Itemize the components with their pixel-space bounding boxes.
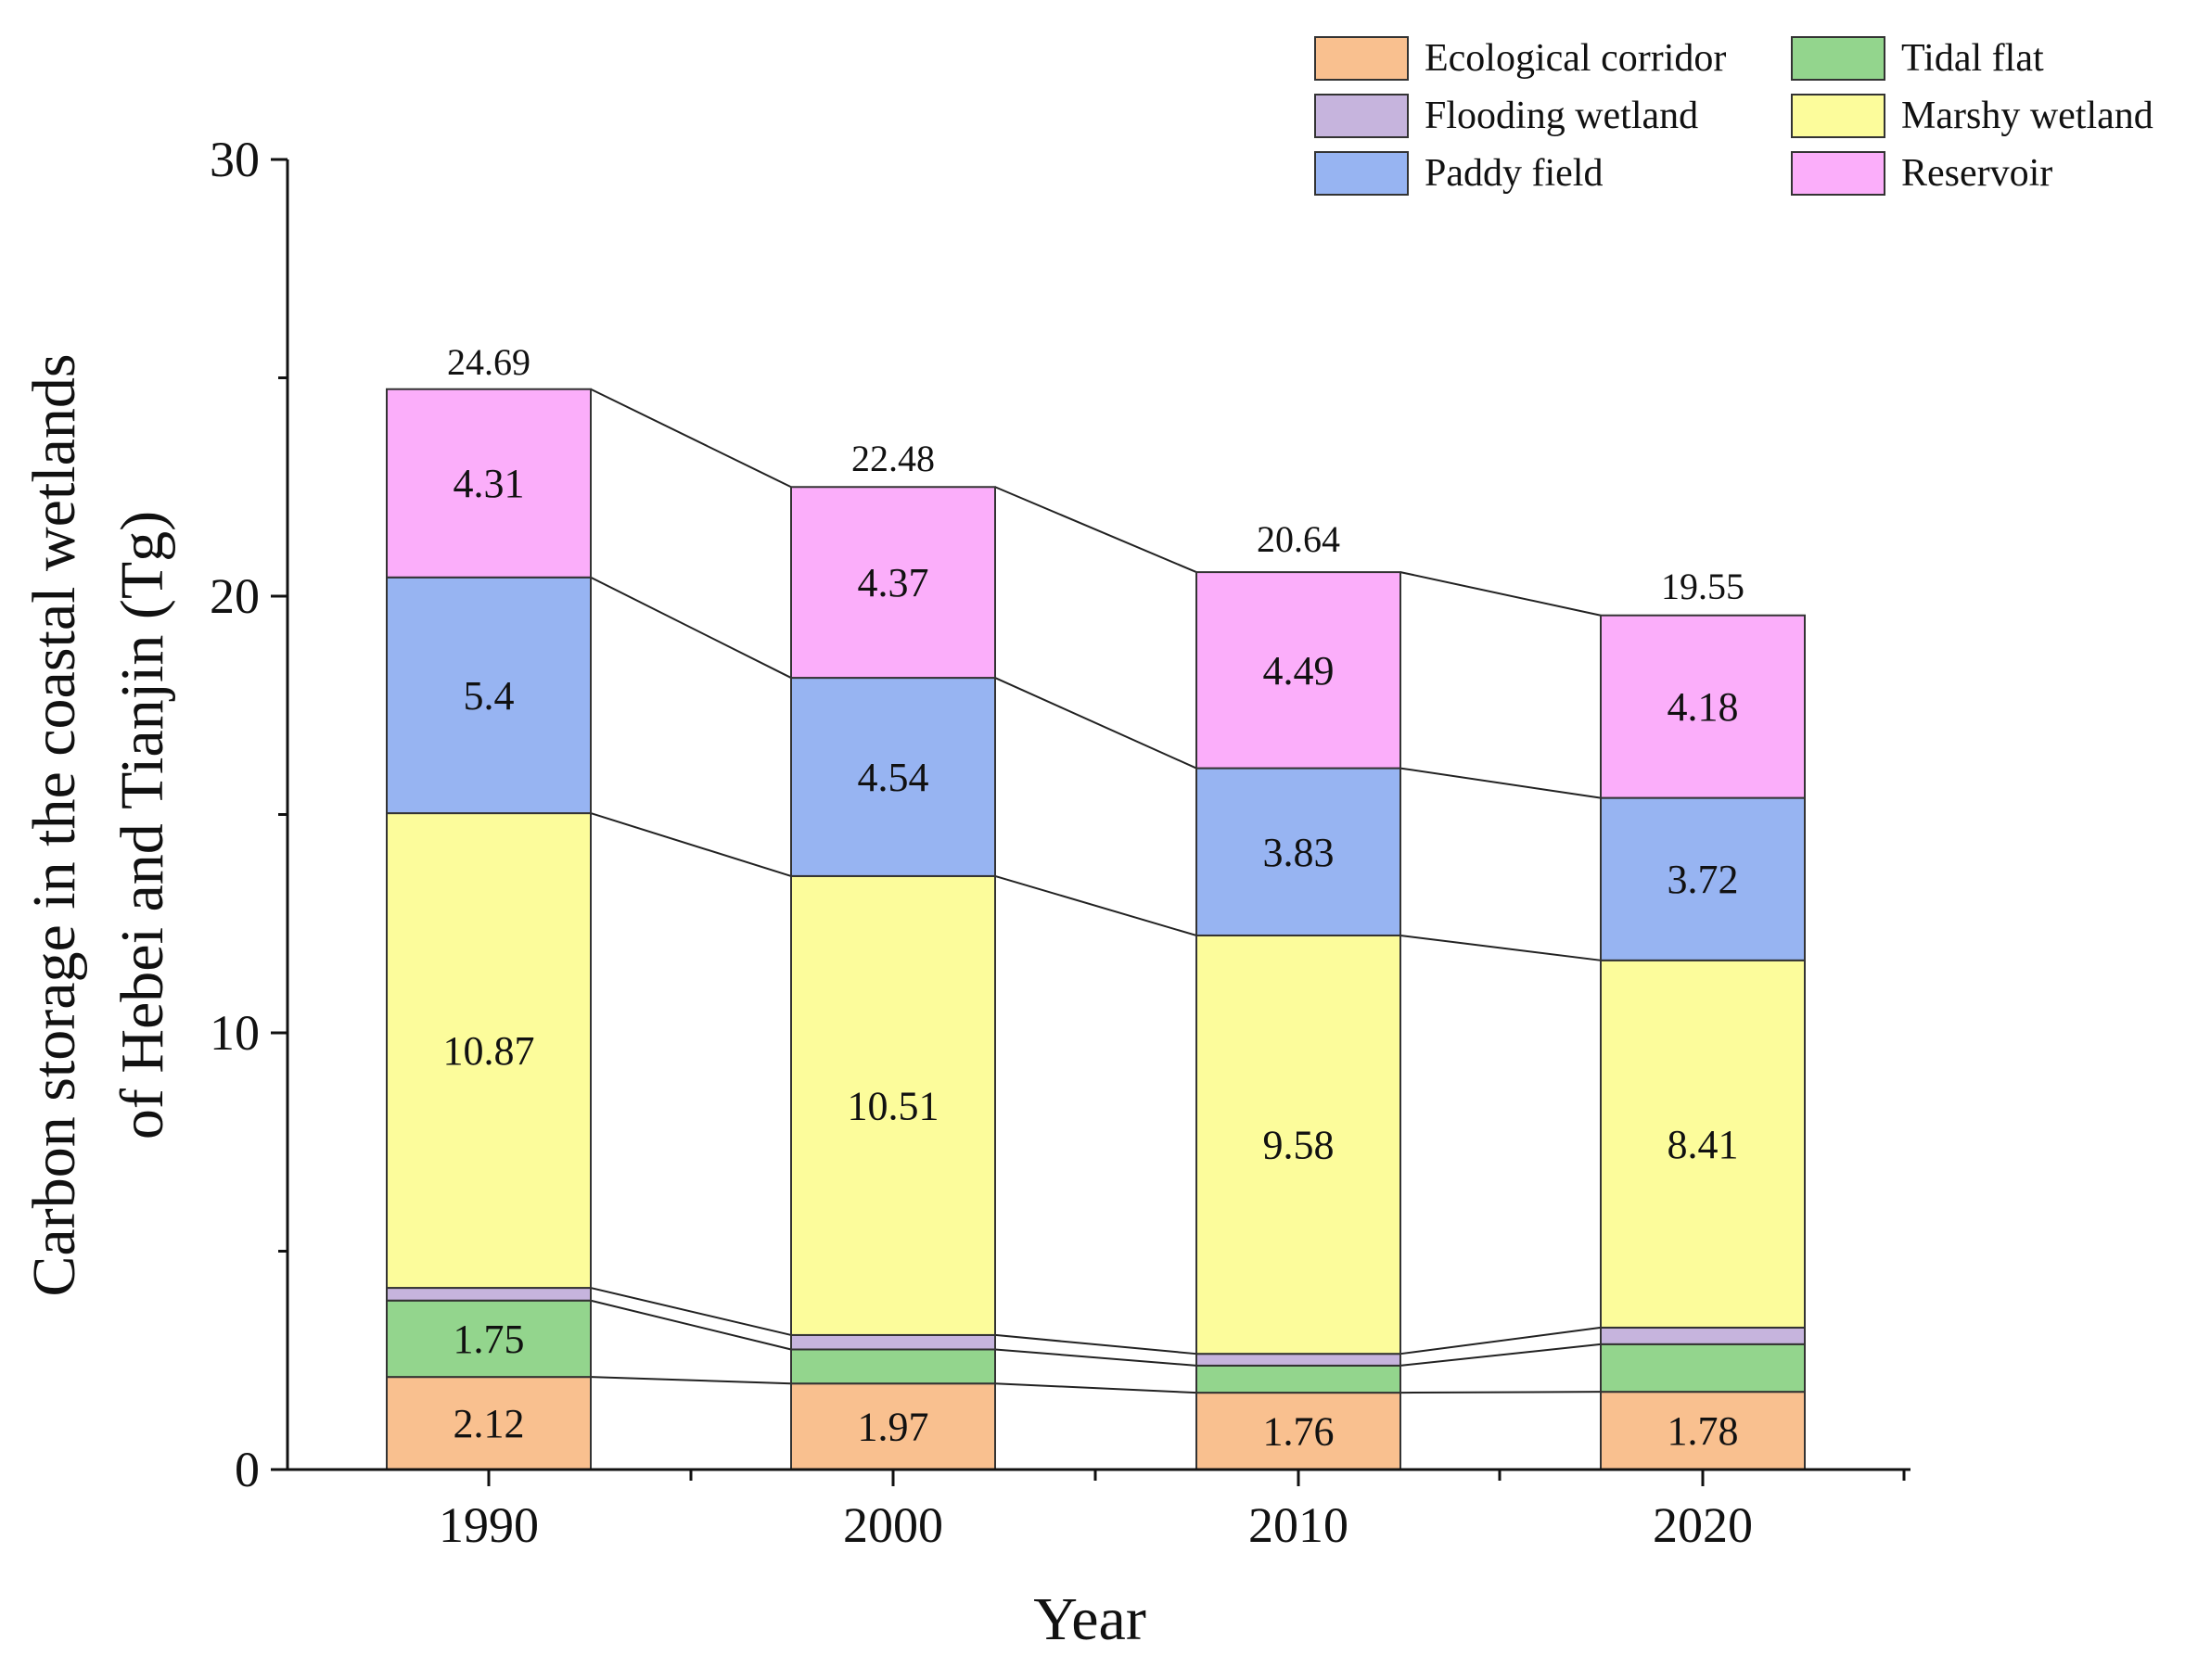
segment-label-marshy-wetland-2000: 10.51 bbox=[848, 1083, 939, 1128]
segment-label-reservoir-2020: 4.18 bbox=[1668, 684, 1739, 730]
connector-line bbox=[590, 1299, 792, 1351]
bar-segment-marshy-wetland-2020 bbox=[1600, 959, 1806, 1329]
bar-segment-tidal-flat-2010 bbox=[1195, 1364, 1401, 1394]
bar-segment-paddy-field-2000 bbox=[790, 677, 996, 877]
segment-label-reservoir-2010: 4.49 bbox=[1263, 648, 1335, 694]
y-tick-label: 0 bbox=[235, 1442, 260, 1497]
segment-label-ecological-corridor-1990: 2.12 bbox=[454, 1401, 525, 1446]
connector-line bbox=[1399, 767, 1602, 799]
legend-swatch-paddy-field bbox=[1314, 151, 1409, 196]
x-tick-label: 2020 bbox=[1653, 1497, 1753, 1553]
bar-segment-tidal-flat-2020 bbox=[1600, 1343, 1806, 1394]
segment-label-tidal-flat-1990: 1.75 bbox=[454, 1317, 525, 1362]
total-label-2010: 20.64 bbox=[1257, 518, 1340, 560]
bar-segment-reservoir-2020 bbox=[1600, 614, 1806, 799]
bar-segment-reservoir-2000 bbox=[790, 486, 996, 680]
legend-label-tidal-flat: Tidal flat bbox=[1901, 37, 2044, 80]
legend-swatch-flooding-wetland bbox=[1314, 94, 1409, 138]
connector-line bbox=[994, 486, 1197, 574]
bar-segment-ecological-corridor-1990 bbox=[386, 1376, 592, 1470]
connector-lines bbox=[590, 388, 1602, 1394]
bars bbox=[386, 388, 1806, 1471]
x-tick-label: 2000 bbox=[843, 1497, 943, 1553]
connector-line bbox=[590, 812, 792, 877]
bar-segment-paddy-field-1990 bbox=[386, 576, 592, 815]
connector-line bbox=[1399, 1343, 1602, 1367]
y-axis-title-line2: of Hebei and Tianjin (Tg) bbox=[109, 511, 176, 1139]
segment-label-ecological-corridor-2010: 1.76 bbox=[1263, 1409, 1335, 1455]
connector-line bbox=[590, 1376, 792, 1385]
connector-line bbox=[994, 1382, 1197, 1394]
segment-label-paddy-field-2020: 3.72 bbox=[1668, 857, 1739, 902]
connector-line bbox=[1399, 1326, 1602, 1355]
bar-segment-marshy-wetland-2010 bbox=[1195, 934, 1401, 1355]
bar-segment-flooding-wetland-2000 bbox=[790, 1333, 996, 1351]
bar-segment-marshy-wetland-2000 bbox=[790, 874, 996, 1336]
segment-labels: 2.12 1.75 10.87 5.4 4.31 1.97 10.51 4.54 4.37 1.7… bbox=[443, 461, 1739, 1454]
connector-line bbox=[994, 874, 1197, 936]
connector-line bbox=[994, 1333, 1197, 1355]
bar-segment-reservoir-2010 bbox=[1195, 571, 1401, 770]
connector-line bbox=[994, 1348, 1197, 1367]
segment-label-reservoir-1990: 4.31 bbox=[454, 461, 525, 506]
bar-segment-marshy-wetland-1990 bbox=[386, 812, 592, 1290]
total-label-2000: 22.48 bbox=[851, 438, 935, 479]
segment-label-paddy-field-2000: 4.54 bbox=[858, 755, 929, 800]
y-axis-title: Carbon storage in the coastal wetlands o… bbox=[20, 353, 176, 1296]
x-axis-title: Year bbox=[1033, 1585, 1146, 1653]
bar-segment-ecological-corridor-2020 bbox=[1600, 1391, 1806, 1470]
connector-line bbox=[590, 576, 792, 679]
total-labels: 24.69 22.48 20.64 19.55 bbox=[447, 341, 1744, 607]
connector-line bbox=[994, 677, 1197, 770]
segment-label-paddy-field-2010: 3.83 bbox=[1263, 830, 1335, 875]
legend-swatch-tidal-flat bbox=[1791, 36, 1885, 81]
segment-label-ecological-corridor-2020: 1.78 bbox=[1668, 1408, 1739, 1454]
connector-line bbox=[1399, 934, 1602, 961]
bar-segment-flooding-wetland-2020 bbox=[1600, 1326, 1806, 1345]
y-axis-title-line1: Carbon storage in the coastal wetlands bbox=[20, 353, 88, 1296]
y-tick-label: 30 bbox=[210, 132, 260, 187]
bar-segment-flooding-wetland-1990 bbox=[386, 1287, 592, 1302]
legend-label-flooding-wetland: Flooding wetland bbox=[1425, 95, 1698, 137]
legend-swatch-marshy-wetland bbox=[1791, 94, 1885, 138]
total-label-1990: 24.69 bbox=[447, 341, 530, 383]
axes: 0 10 20 30 1990 2000 2010 2020 bbox=[210, 132, 1910, 1553]
bar-segment-ecological-corridor-2000 bbox=[790, 1382, 996, 1471]
bar-segment-reservoir-1990 bbox=[386, 388, 592, 579]
total-label-2020: 19.55 bbox=[1661, 566, 1744, 607]
legend-swatch-ecological-corridor bbox=[1314, 36, 1409, 81]
segment-label-reservoir-2000: 4.37 bbox=[858, 560, 929, 605]
segment-label-ecological-corridor-2000: 1.97 bbox=[858, 1405, 929, 1450]
connector-line bbox=[590, 388, 792, 489]
bar-segment-flooding-wetland-2010 bbox=[1195, 1353, 1401, 1367]
legend: Ecological corridor Tidal flat Flooding we… bbox=[1314, 36, 2153, 196]
bar-segment-paddy-field-2020 bbox=[1600, 796, 1806, 961]
x-tick-label: 2010 bbox=[1248, 1497, 1348, 1553]
connector-line bbox=[1399, 1391, 1602, 1394]
segment-label-marshy-wetland-1990: 10.87 bbox=[443, 1028, 535, 1074]
segment-label-marshy-wetland-2010: 9.58 bbox=[1263, 1123, 1335, 1168]
x-tick-label: 1990 bbox=[439, 1497, 539, 1553]
bar-segment-tidal-flat-2000 bbox=[790, 1348, 996, 1385]
segment-label-paddy-field-1990: 5.4 bbox=[464, 673, 515, 719]
y-tick-label: 10 bbox=[210, 1005, 260, 1061]
legend-swatch-reservoir bbox=[1791, 151, 1885, 196]
legend-label-reservoir: Reservoir bbox=[1901, 152, 2052, 195]
legend-label-marshy-wetland: Marshy wetland bbox=[1901, 95, 2153, 137]
segment-label-marshy-wetland-2020: 8.41 bbox=[1668, 1122, 1739, 1167]
connector-line bbox=[590, 1287, 792, 1336]
connector-line bbox=[1399, 571, 1602, 617]
legend-label-paddy-field: Paddy field bbox=[1425, 152, 1603, 195]
legend-label-ecological-corridor: Ecological corridor bbox=[1425, 37, 1726, 80]
y-tick-label: 20 bbox=[210, 568, 260, 624]
bar-segment-paddy-field-2010 bbox=[1195, 767, 1401, 936]
